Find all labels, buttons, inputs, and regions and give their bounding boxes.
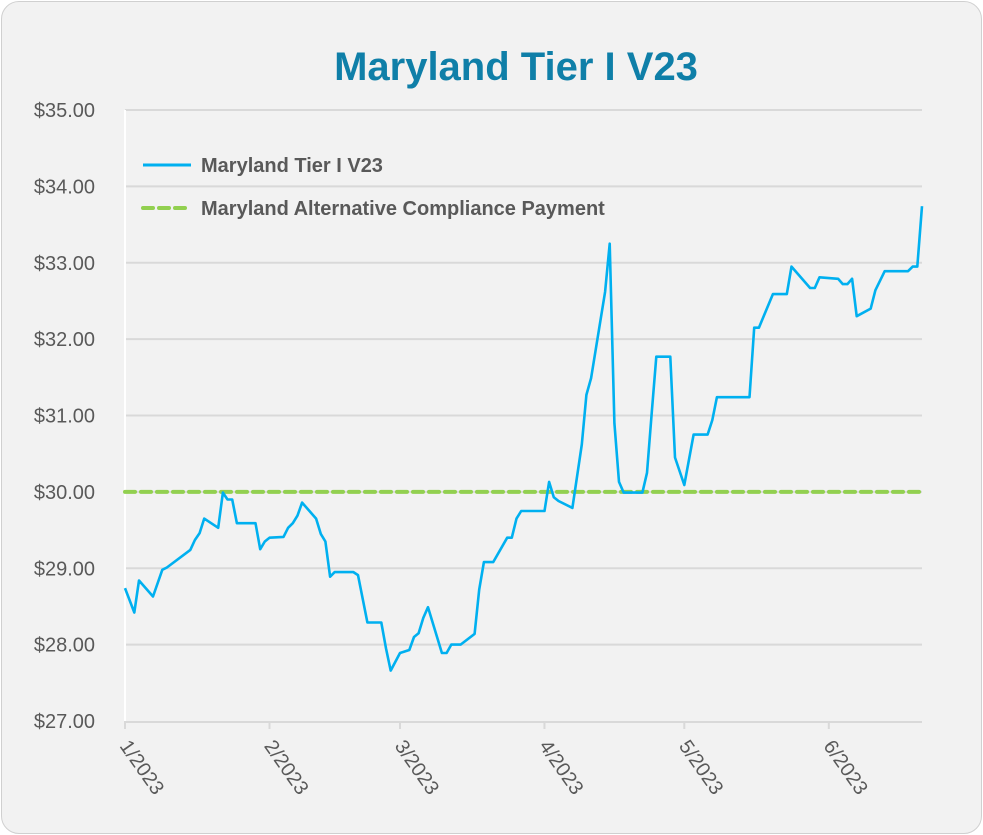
x-tick-label: 3/2023: [390, 736, 443, 799]
y-tick-label: $27.00: [34, 711, 95, 733]
y-tick-label: $30.00: [34, 482, 95, 504]
series-line-tier1: [123, 206, 924, 672]
x-tick-label: 5/2023: [674, 736, 727, 799]
y-tick-label: $31.00: [34, 406, 95, 428]
legend: Maryland Tier I V23 Maryland Alternative…: [141, 155, 605, 220]
x-tick-label: 2/2023: [259, 736, 312, 799]
x-tick-label: 1/2023: [115, 736, 168, 799]
y-tick-label: $34.00: [34, 176, 95, 198]
y-tick-label: $35.00: [34, 100, 95, 122]
y-tick-label: $29.00: [34, 558, 95, 580]
chart-title: Maryland Tier I V23: [334, 45, 698, 89]
y-tick-label: $28.00: [34, 635, 95, 657]
x-tick-label: 6/2023: [819, 736, 872, 799]
legend-label-acp: Maryland Alternative Compliance Payment: [201, 198, 605, 220]
y-tick-label: $33.00: [34, 253, 95, 275]
x-tick-label: 4/2023: [534, 736, 587, 799]
legend-label-tier1: Maryland Tier I V23: [201, 155, 383, 177]
y-tick-label: $32.00: [34, 329, 95, 351]
